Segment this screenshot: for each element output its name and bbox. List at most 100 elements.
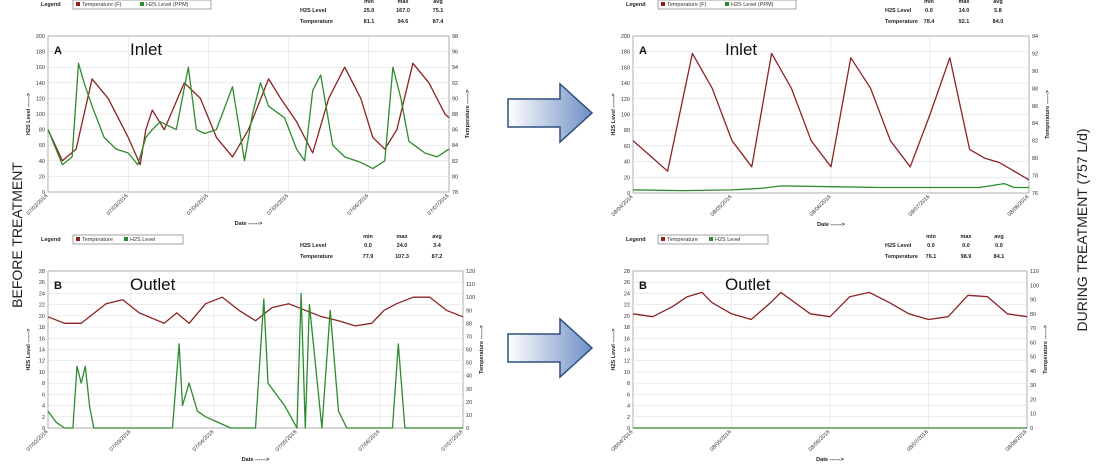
y-tick-label-right: 96 (452, 50, 458, 56)
x-tick-label: 07/04/2016 (192, 429, 216, 453)
y-tick-label-right: 100 (1030, 283, 1039, 289)
x-tick-label: 07/05/2016 (266, 193, 290, 217)
series-line-h2s (47, 292, 463, 429)
y-tick-label-right: 20 (1030, 397, 1036, 403)
y-tick-label-left: 160 (36, 65, 45, 71)
y-tick-label-right: 90 (452, 96, 458, 102)
x-tick-label: 07/07/2016 (427, 193, 451, 217)
stats-value: 25.0 (364, 8, 375, 14)
y-tick-label-right: 0 (466, 426, 469, 432)
stats-value: 98.9 (961, 254, 972, 260)
stats-header: avg (432, 234, 441, 240)
legend-swatch-0 (661, 2, 665, 6)
legend-swatch-1 (725, 2, 729, 6)
y-tick-label-left: 4 (42, 404, 45, 410)
x-tick-label: 08/05/2016 (710, 194, 734, 218)
x-tick-label: 07/05/2016 (275, 429, 299, 453)
y-tick-label-right: 82 (1032, 139, 1038, 145)
x-tick-label: 07/02/2016 (26, 429, 50, 453)
y-tick-label-right: 20 (466, 400, 472, 406)
y-tick-label-right: 50 (466, 361, 472, 367)
y-tick-label-right: 90 (1030, 298, 1036, 304)
panel-letter: A (54, 45, 62, 57)
y-tick-label-right: 82 (452, 159, 458, 165)
stats-value: 92.1 (959, 19, 970, 25)
y-tick-label-left: 6 (627, 392, 630, 398)
stats-value: 107.3 (395, 254, 409, 260)
y-tick-label-left: 200 (621, 34, 630, 40)
y-axis-label-left: H2S Level ------> (611, 328, 617, 370)
stats-value: 3.4 (433, 243, 442, 249)
y-tick-label-left: 24 (624, 291, 630, 297)
x-tick-label: 08/05/2016 (709, 429, 733, 453)
y-tick-label-left: 26 (39, 280, 45, 286)
x-axis-label: Date ------> (816, 457, 844, 463)
legend-swatch-0 (661, 237, 665, 241)
y-tick-label-left: 12 (39, 359, 45, 365)
stats-value: 78.4 (924, 19, 936, 25)
stats-value: 167.0 (396, 8, 410, 14)
y-tick-label-left: 14 (39, 348, 45, 354)
y-tick-label-left: 18 (39, 325, 45, 331)
stats-row-label: Temperature (300, 254, 333, 260)
x-tick-label: 08/08/2016 (1005, 429, 1029, 453)
y-tick-label-right: 70 (466, 334, 472, 340)
stats-value: 94.6 (398, 19, 409, 25)
stats-value: 84.1 (994, 254, 1005, 260)
x-tick-label: 08/08/2016 (1007, 194, 1031, 218)
panel-letter: B (639, 280, 647, 292)
y-axis-label-right: Temperature ------> (479, 325, 485, 374)
x-tick-label: 08/06/2016 (809, 194, 833, 218)
x-axis-label: Date ------> (817, 222, 845, 228)
legend-title: Legend (41, 2, 61, 8)
stats-row-label: Temperature (885, 19, 918, 25)
stats-header: min (926, 234, 936, 240)
x-tick-label: 08/07/2016 (906, 429, 930, 453)
y-axis-label-right: Temperature ------> (465, 90, 471, 139)
legend-item: H2S Level (130, 237, 155, 243)
legend-swatch-1 (124, 237, 128, 241)
y-axis-label-right: Temperature ------> (1045, 90, 1051, 139)
y-tick-label-left: 10 (39, 370, 45, 376)
y-tick-label-left: 140 (36, 81, 45, 87)
stats-header: avg (993, 0, 1002, 5)
stats-value: 24.0 (397, 243, 408, 249)
x-tick-label: 07/07/2016 (441, 429, 465, 453)
stats-value: 76.1 (926, 254, 937, 260)
y-tick-label-left: 10 (624, 370, 630, 376)
side-label-during: DURING TREATMENT (757 L/d) (1074, 128, 1090, 331)
y-tick-label-right: 90 (466, 308, 472, 314)
y-tick-label-right: 50 (1030, 355, 1036, 361)
legend-title: Legend (626, 2, 646, 8)
x-tick-label: 08/04/2016 (611, 429, 635, 453)
stats-value: 81.1 (364, 19, 375, 25)
y-tick-label-left: 40 (624, 160, 630, 166)
panel-title: Outlet (725, 275, 771, 294)
y-tick-label-left: 120 (621, 97, 630, 103)
x-tick-label: 08/04/2016 (611, 194, 635, 218)
stats-row-label: H2S Level (885, 243, 912, 249)
y-tick-label-right: 110 (1030, 269, 1039, 275)
y-tick-label-right: 84 (452, 143, 458, 149)
y-axis-label-left: H2S Level ------> (26, 328, 32, 370)
legend-item: H2S Level (715, 237, 740, 243)
stats-header: max (397, 0, 409, 5)
y-tick-label-left: 20 (39, 314, 45, 320)
y-tick-label-left: 60 (624, 144, 630, 150)
stats-value: 77.9 (363, 254, 374, 260)
x-tick-label: 07/02/2016 (26, 193, 50, 217)
y-tick-label-left: 140 (621, 81, 630, 87)
y-tick-label-right: 90 (1032, 69, 1038, 75)
y-tick-label-right: 88 (1032, 86, 1038, 92)
stats-header: min (364, 0, 374, 5)
stats-header: max (958, 0, 970, 5)
stats-value: 87.2 (432, 254, 443, 260)
y-tick-label-right: 80 (452, 174, 458, 180)
y-tick-label-right: 94 (452, 65, 458, 71)
y-tick-label-right: 86 (1032, 104, 1038, 110)
stats-row-label: Temperature (300, 19, 333, 25)
arrow-top (507, 82, 594, 144)
y-tick-label-right: 100 (466, 295, 475, 301)
stats-value: 5.8 (994, 8, 1002, 14)
